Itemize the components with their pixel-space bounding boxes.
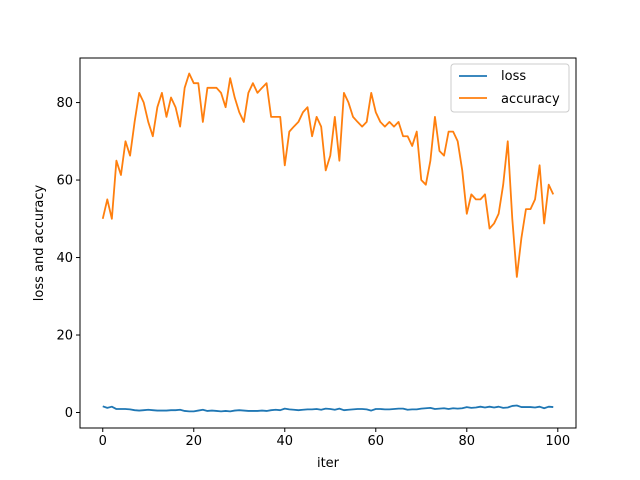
x-tick-label: 40 [276,434,293,449]
x-axis-ticks: 0 20 40 60 80 100 [99,428,570,449]
y-tick-label: 40 [56,251,73,266]
y-axis-ticks: 0 20 40 60 80 [56,96,80,421]
plot-lines [101,72,555,413]
y-axis-label: loss and accuracy [32,184,47,301]
x-axis-label: iter [317,456,340,471]
x-tick-label: 100 [545,434,570,449]
legend-label-accuracy: accuracy [501,92,560,107]
x-tick-label: 20 [185,434,202,449]
x-tick-label: 60 [368,434,385,449]
plot-area-frame [79,57,577,429]
y-tick-label: 0 [65,406,73,421]
x-tick-label: 80 [459,434,476,449]
series-line-accuracy [101,72,555,278]
x-tick-label: 0 [99,434,107,449]
legend-label-loss: loss [501,69,526,84]
y-tick-label: 80 [56,96,73,111]
y-tick-label: 60 [56,174,73,189]
series-line-loss [102,404,554,413]
legend: loss accuracy [450,63,570,113]
y-tick-label: 20 [56,329,73,344]
